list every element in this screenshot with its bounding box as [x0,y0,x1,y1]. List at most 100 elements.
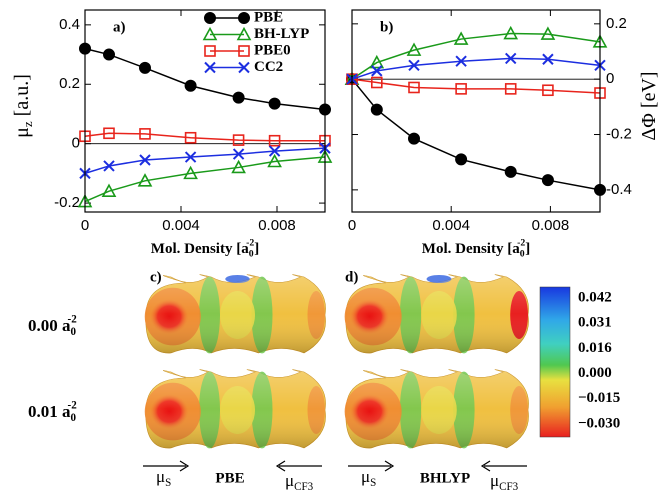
marker [184,151,197,163]
y-tick-label: 0.2 [59,75,80,92]
arrow [275,460,322,472]
x-tick-label: 0.008 [258,217,296,234]
mu-s-label-main: μ [156,467,165,486]
legend-label: PBE0 [254,42,291,58]
colorbar-label: 0.000 [578,365,612,381]
marker [137,173,153,187]
y-axis-label-main: μ [11,127,33,138]
method-label: BHLYP [420,470,470,486]
x-axis-label-main: Mol. Density [a [151,241,249,257]
y-axis-label-sub: z [20,121,35,127]
plot-frame [84,9,326,213]
marker [504,83,517,95]
row-label-sup: -2 [68,313,78,325]
marker [103,160,115,172]
marker [370,103,383,116]
x-axis-label-close: ] [525,241,530,257]
x-tick-label: 0 [81,217,89,234]
marker [406,42,422,56]
marker [184,131,197,144]
mu-cf3-label-sub: CF3 [294,481,314,493]
marker [232,91,245,104]
series-line [84,132,325,142]
marker [408,81,420,94]
series-line [351,78,601,94]
y-tick-label: -0.4 [606,181,632,198]
panel-label: d) [345,269,358,285]
mu-s-label: μS [156,467,171,489]
map-shade [345,369,529,449]
map-shade [345,274,529,354]
potential-map [344,369,529,449]
marker [453,31,469,45]
marker [268,134,281,147]
colorbar-label: −0.015 [578,390,620,406]
series-line [84,156,326,203]
panel-label: c) [150,269,162,285]
mu-cf3-label-sub: CF3 [499,481,519,493]
marker [369,54,385,69]
y-tick-label: -0.2 [606,125,632,142]
marker [455,55,467,67]
mu-s-label-sub: S [370,477,376,489]
method-label: PBE [215,470,244,486]
marker [408,132,420,145]
row-label-sub: 0 [71,412,77,424]
marker [232,134,245,146]
mu-cf3-label: μCF3 [285,471,314,493]
x-tick-label: 0.008 [532,217,570,234]
x-axis-label-sup: -2 [517,237,525,248]
marker [503,25,519,40]
map-shade [145,369,326,449]
row-label: 0.01 a0-2 [28,399,77,424]
colorbar-label: −0.030 [578,415,620,431]
potential-map [144,369,326,449]
marker [139,154,151,166]
mu-s-label-sub: S [165,477,171,489]
marker [184,79,197,92]
panel-label: a) [113,19,126,35]
series-line [351,32,601,80]
plot-frame [351,9,601,213]
row-label-sub: 0 [71,326,77,338]
mu-cf3-label-main: μ [285,471,294,490]
marker [103,48,115,61]
y-axis-label: ΔΦ [eV] [638,71,660,140]
marker [371,65,383,77]
mu-cf3-label: μCF3 [490,471,519,493]
y-axis-label-main: ΔΦ [eV] [638,71,660,140]
row-label-main: 0.01 a [28,402,71,421]
x-axis-label-close: ] [254,241,259,257]
marker [504,165,517,178]
marker [103,127,115,140]
mu-cf3-label-main: μ [490,471,499,490]
y-axis-label: μz [a.u.] [11,74,35,138]
series-line [351,57,601,80]
marker [268,97,281,110]
arrow [143,460,190,472]
marker [408,59,420,72]
x-axis-label-sub: 0 [249,249,254,260]
y-tick-label: 0 [606,70,614,87]
x-tick-label: 0.004 [162,217,200,234]
map-shade [145,274,326,354]
y-tick-label: 0 [72,135,80,152]
marker [204,61,216,74]
marker [202,26,218,41]
legend-label: BH-LYP [254,26,309,42]
marker [267,153,282,168]
colorbar [539,286,571,438]
marker [236,26,252,41]
x-axis-label: Mol. Density [a0-2] [422,237,530,259]
marker [204,12,216,24]
y-tick-label: 0.4 [59,16,80,33]
y-tick-label: 0.2 [606,15,627,32]
x-axis-label-sup: -2 [246,237,254,248]
x-tick-label: 0.004 [432,217,470,234]
x-axis-label: Mol. Density [a0-2] [151,237,259,259]
potential-map [344,274,529,354]
marker [101,183,117,198]
marker [232,148,245,160]
row-label-main: 0.00 a [28,316,71,335]
colorbar-label: 0.016 [578,340,612,356]
